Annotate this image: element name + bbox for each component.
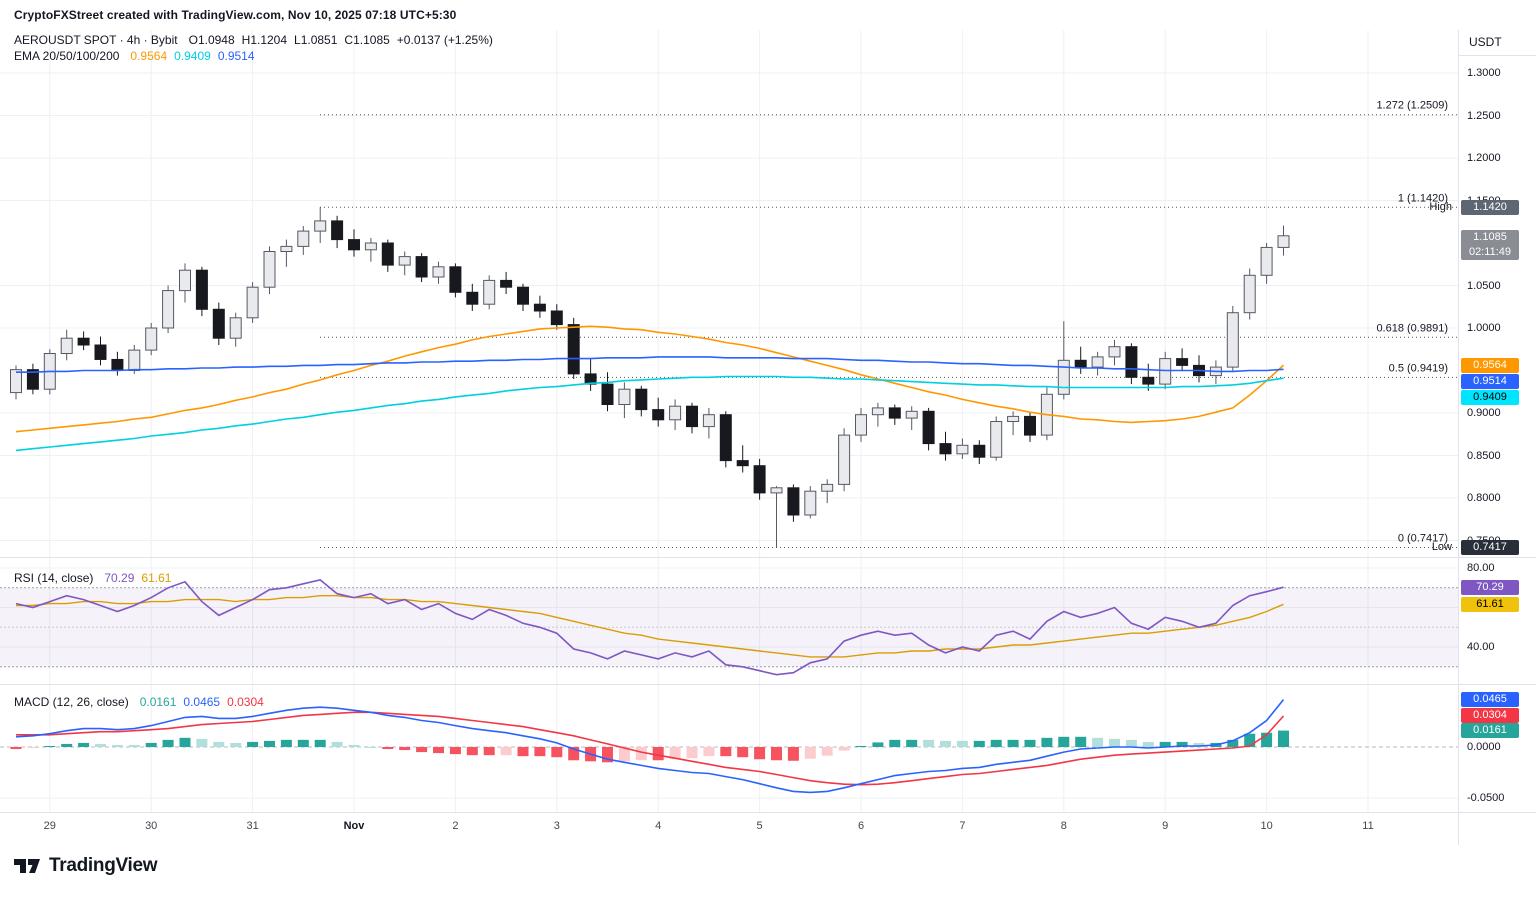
ema200-value: 0.9514 (217, 49, 255, 63)
axis-currency-label: USDT (1459, 30, 1536, 56)
axis-tick-label: 1.0500 (1467, 279, 1501, 292)
time-label: Nov (343, 820, 365, 832)
rsi-value: 70.29 (104, 571, 135, 585)
svg-text:0.5 (0.9419): 0.5 (0.9419) (1389, 362, 1448, 374)
time-label: 30 (145, 820, 158, 832)
last-price-value: 1.1085 (1473, 231, 1507, 243)
rsi-value-badge: 70.29 (1461, 580, 1519, 595)
rsi-legend[interactable]: RSI (14, close) 70.29 61.61 (14, 571, 171, 585)
svg-text:0 (0.7417): 0 (0.7417) (1398, 533, 1448, 545)
change-value: +0.0137 (+1.25%) (396, 33, 493, 47)
time-label: 31 (246, 820, 259, 832)
macd-legend[interactable]: MACD (12, 26, close) 0.0161 0.0465 0.030… (14, 695, 264, 709)
time-label: 6 (857, 820, 865, 832)
tradingview-brand[interactable]: TradingView (14, 855, 158, 877)
watermark-note: CryptoFXStreet created with TradingView.… (14, 8, 457, 22)
price-axis[interactable]: USDT 1.1420 1.1085 02:11:49 0.9564 0.951… (1459, 30, 1536, 845)
brand-name: TradingView (49, 855, 158, 876)
time-label: 10 (1260, 820, 1273, 832)
time-label: 11 (1362, 820, 1374, 832)
macd-signal-badge: 0.0304 (1461, 708, 1519, 723)
time-label: 4 (655, 820, 662, 832)
low-label: Low (1431, 541, 1452, 553)
low-value: L1.0851 (294, 33, 338, 47)
rsi-ma-value-badge: 61.61 (1461, 597, 1519, 612)
time-axis-separator (0, 812, 1536, 813)
rsi-ma-line (16, 595, 1284, 658)
open-value: O1.0948 (188, 33, 235, 47)
symbol-legend[interactable]: AEROUSDT SPOT · 4h · Bybit O1.0948 H1.12… (14, 33, 493, 47)
axis-tick-label: 0.8000 (1467, 492, 1501, 504)
main-price-chart[interactable]: 1.272 (1.2509) 1 (1.1420) 0.618 (0.9891) 0.… (0, 30, 1458, 557)
high-value: H1.1204 (241, 33, 288, 47)
macd-line (15, 699, 1285, 794)
rsi-label: RSI (14, close) (14, 571, 94, 585)
time-label: 2 (452, 820, 459, 832)
rsi-pane[interactable] (0, 557, 1458, 684)
ema-line (15, 325, 1285, 433)
axis-tick-label: 40.00 (1467, 641, 1495, 653)
high-label: High (1429, 201, 1452, 213)
ema-legend[interactable]: EMA 20/50/100/200 0.9564 0.9409 0.9514 (14, 49, 255, 63)
ema-label: EMA 20/50/100/200 (14, 49, 120, 63)
grid (0, 30, 1458, 557)
pane-separator[interactable] (0, 557, 1536, 558)
macd-line-value: 0.0465 (183, 695, 221, 709)
macd-signal-value: 0.0304 (227, 695, 264, 709)
time-label: 8 (1060, 820, 1067, 832)
symbol-title: AEROUSDT SPOT · 4h · Bybit (14, 33, 178, 47)
time-label: 5 (756, 820, 763, 832)
close-value: C1.1085 (344, 33, 390, 47)
candle-countdown: 02:11:49 (1468, 246, 1511, 258)
macd-line-badge: 0.0465 (1461, 692, 1519, 707)
axis-tick-label: 0.8500 (1467, 449, 1501, 462)
macd-signal-line (16, 711, 1285, 786)
svg-text:1.272 (1.2509): 1.272 (1.2509) (1376, 100, 1448, 112)
axis-tick-label: 0.0000 (1467, 741, 1501, 753)
last-price-badge: 1.1085 02:11:49 (1461, 230, 1519, 260)
rsi-ma-value: 61.61 (141, 571, 172, 585)
low-price-badge: 0.7417 (1461, 540, 1519, 555)
time-label: 29 (43, 820, 56, 832)
rsi-line (15, 579, 1284, 676)
svg-text:0.618 (0.9891): 0.618 (0.9891) (1376, 322, 1448, 334)
ema200-price-badge: 0.9514 (1461, 374, 1519, 389)
candles (10, 207, 1290, 548)
ema-line (15, 375, 1284, 452)
macd-hist-badge: 0.0161 (1461, 723, 1519, 738)
macd-label: MACD (12, 26, close) (14, 695, 129, 709)
axis-tick-label: -0.0500 (1467, 792, 1505, 804)
axis-tick-label: 1.2500 (1467, 109, 1501, 122)
ema20-value: 0.9564 (130, 49, 168, 63)
high-price-badge: 1.1420 (1461, 200, 1519, 215)
axis-tick-label: 1.3000 (1467, 67, 1501, 79)
price-axis-border (1458, 30, 1459, 845)
tradingview-logo-icon (14, 859, 40, 873)
axis-tick-label: 1.2000 (1467, 152, 1501, 164)
time-label: 3 (553, 820, 560, 832)
axis-tick-label: 1.0000 (1467, 322, 1501, 334)
axis-tick-label: 0.9000 (1467, 407, 1501, 419)
ema100-value: 0.9409 (174, 49, 211, 63)
ema100-price-badge: 0.9409 (1461, 390, 1519, 405)
fib-retracement: 1.272 (1.2509) 1 (1.1420) 0.618 (0.9891) 0.… (320, 100, 1458, 549)
time-label: 7 (959, 820, 966, 832)
ema-line (16, 356, 1284, 373)
svg-text:1 (1.1420): 1 (1.1420) (1398, 192, 1448, 204)
pane-separator[interactable] (0, 684, 1536, 685)
ema20-price-badge: 0.9564 (1461, 358, 1519, 373)
macd-hist-value: 0.0161 (139, 695, 177, 709)
axis-tick-label: 80.00 (1467, 562, 1495, 574)
time-axis[interactable]: 29 30 31 Nov 2 3 4 5 6 7 8 9 10 11 (0, 812, 1458, 845)
time-label: 9 (1162, 820, 1169, 832)
macd-histogram (10, 730, 1289, 763)
macd-pane[interactable] (0, 684, 1458, 812)
